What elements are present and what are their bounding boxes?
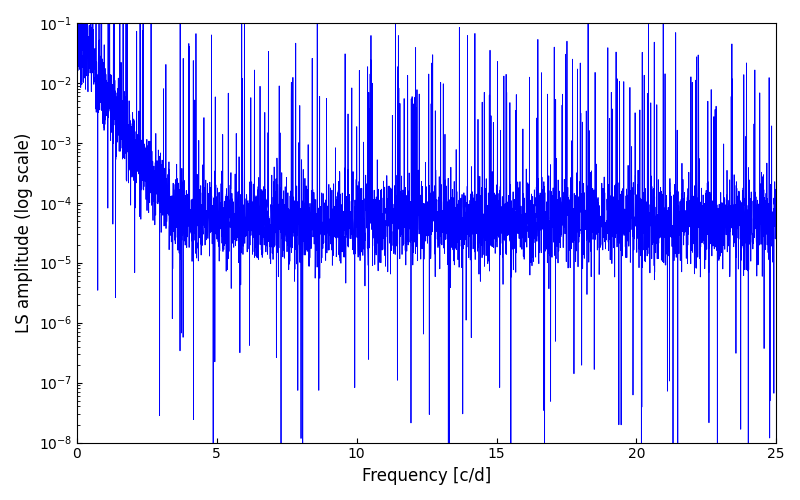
X-axis label: Frequency [c/d]: Frequency [c/d] — [362, 467, 491, 485]
Y-axis label: LS amplitude (log scale): LS amplitude (log scale) — [15, 132, 33, 333]
